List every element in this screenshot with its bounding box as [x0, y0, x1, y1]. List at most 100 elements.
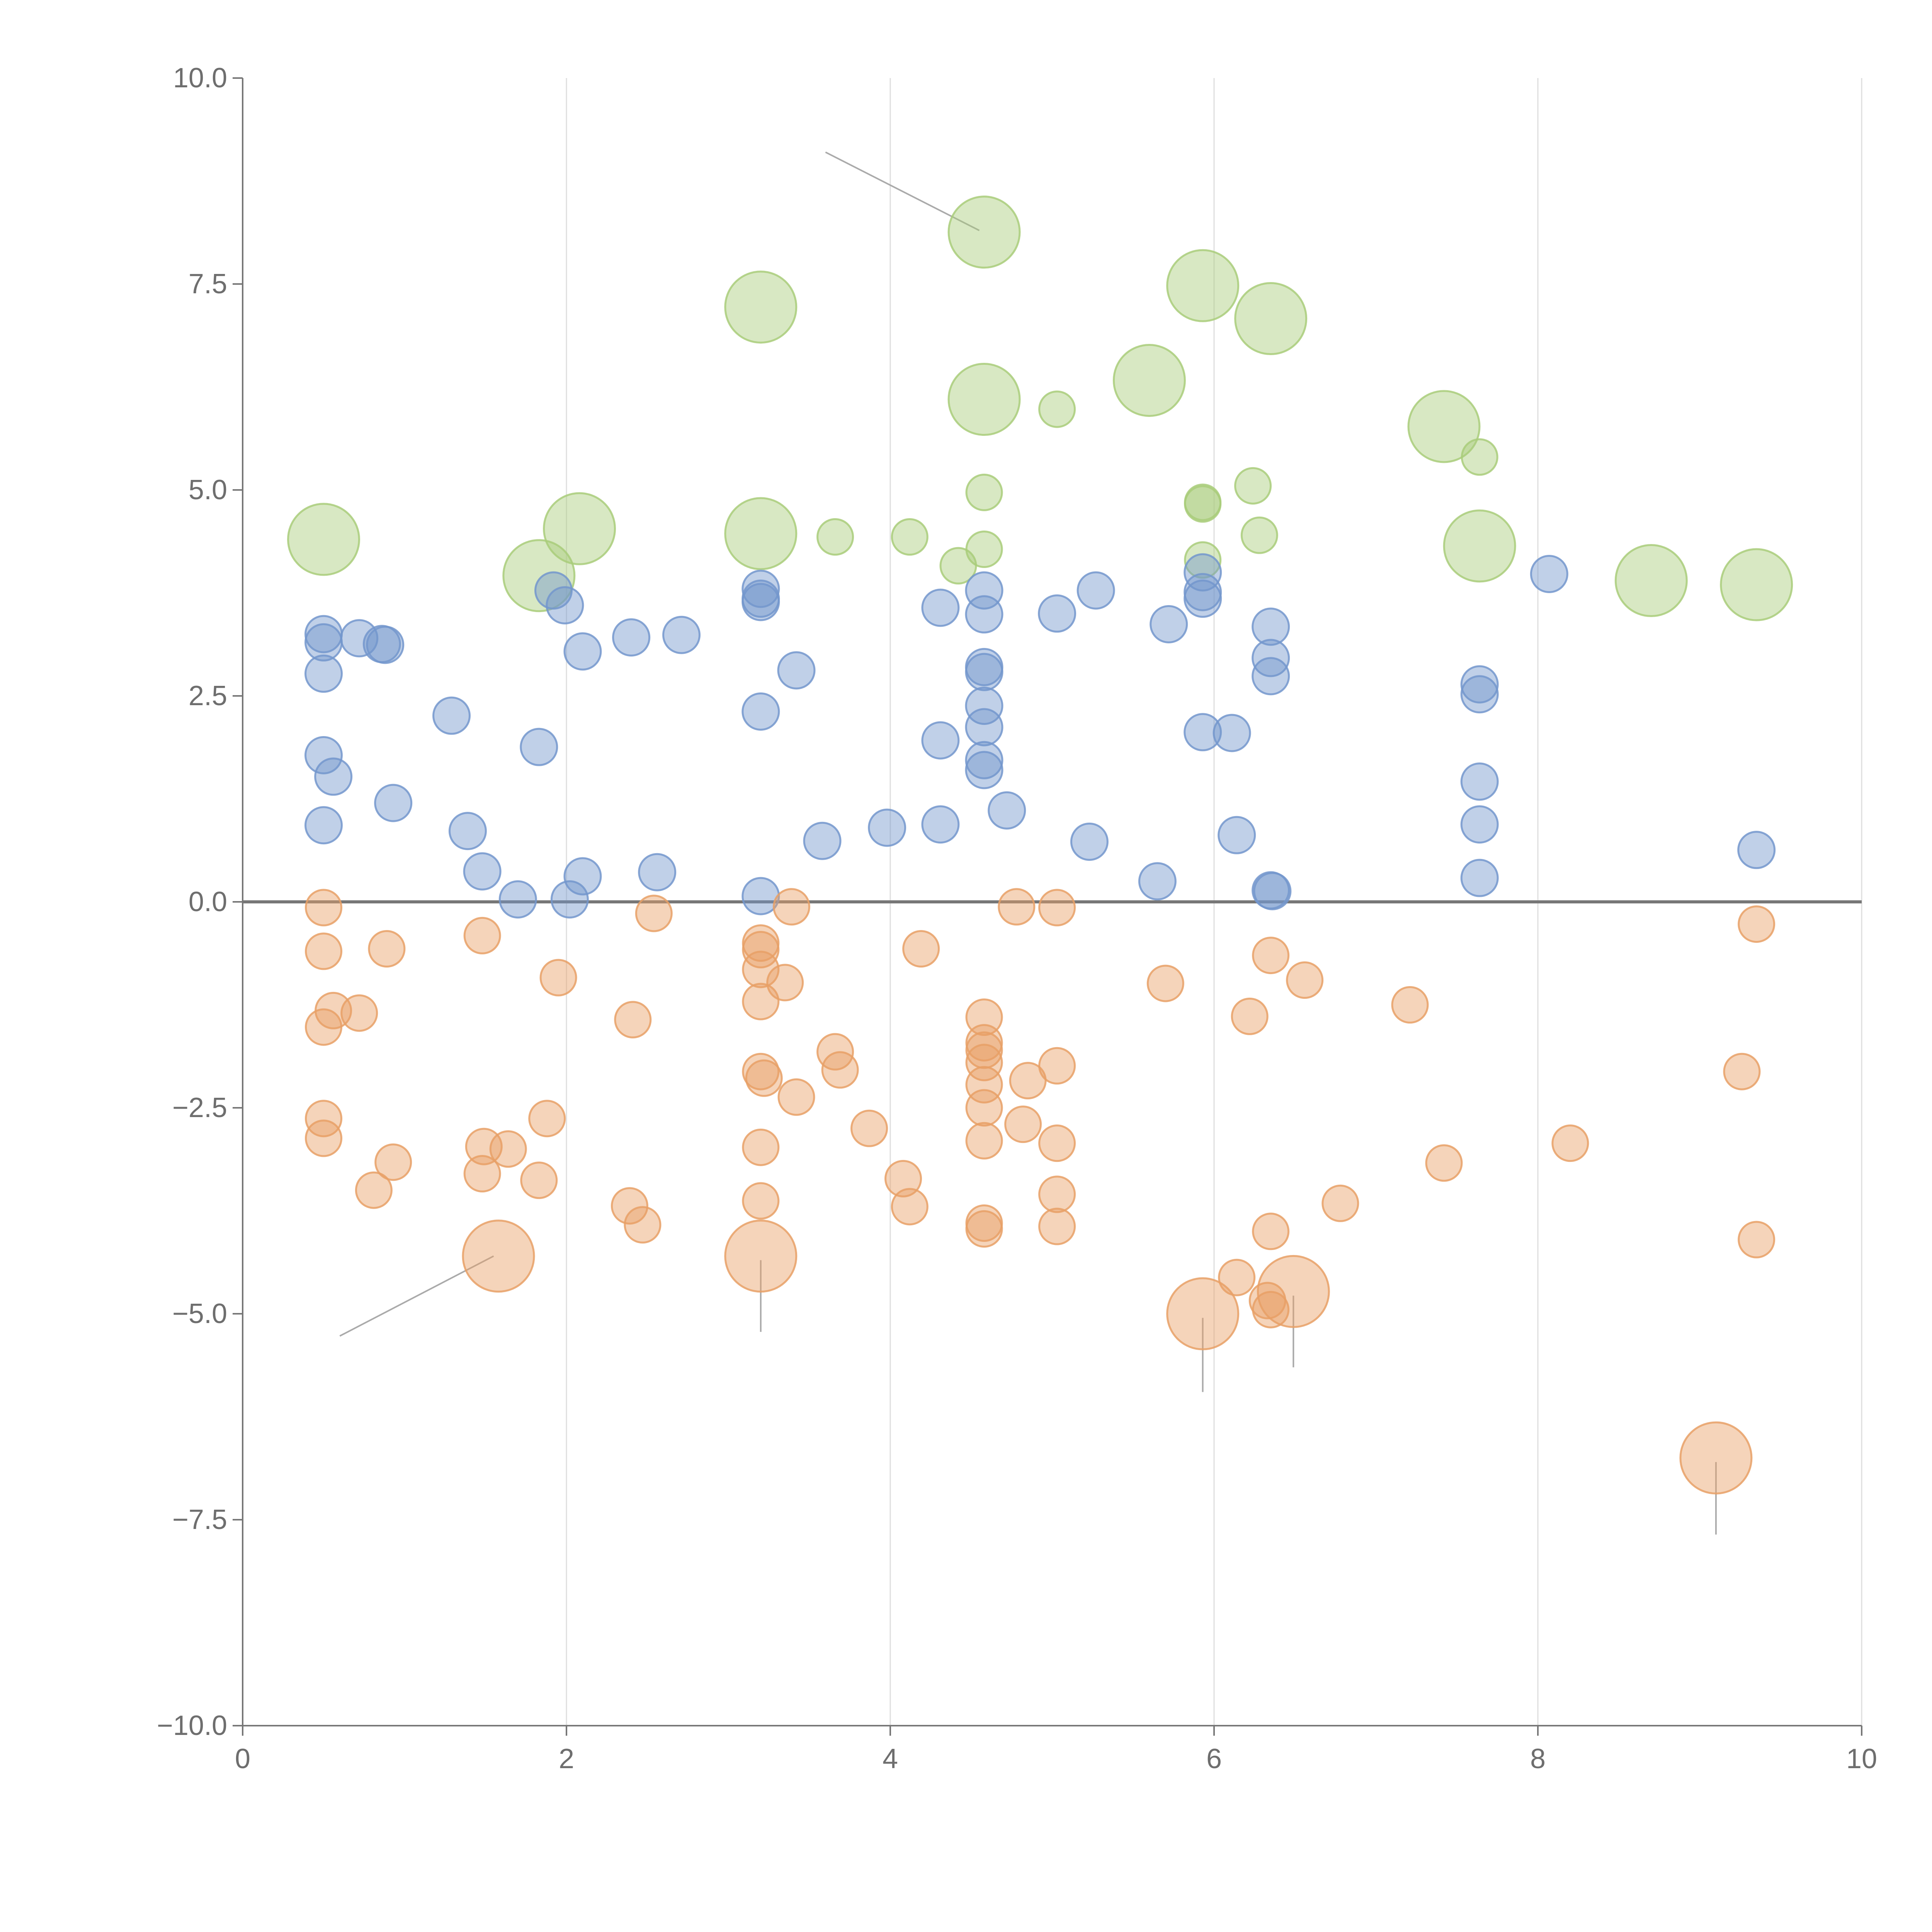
orange-bubble[interactable]	[742, 931, 780, 969]
blue-bubble[interactable]	[448, 812, 487, 850]
green-bubble[interactable]	[1461, 438, 1498, 476]
green-bubble[interactable]	[816, 518, 854, 556]
orange-bubble[interactable]	[520, 1162, 558, 1199]
orange-bubble[interactable]	[1551, 1124, 1589, 1162]
green-bubble[interactable]	[1184, 485, 1222, 523]
orange-bubble[interactable]	[965, 998, 1003, 1036]
green-bubble[interactable]	[502, 539, 576, 612]
orange-bubble[interactable]	[305, 932, 342, 970]
blue-bubble[interactable]	[432, 696, 471, 735]
green-bubble[interactable]	[1234, 467, 1272, 505]
blue-bubble[interactable]	[965, 653, 1003, 691]
green-bubble[interactable]	[1614, 544, 1688, 617]
orange-bubble[interactable]	[374, 1143, 412, 1181]
blue-bubble[interactable]	[304, 806, 343, 845]
green-bubble[interactable]	[1720, 548, 1793, 621]
orange-bubble[interactable]	[1679, 1421, 1753, 1495]
blue-bubble[interactable]	[1184, 713, 1222, 752]
green-bubble[interactable]	[947, 362, 1021, 436]
orange-bubble[interactable]	[1218, 1259, 1256, 1296]
orange-bubble[interactable]	[1166, 1277, 1240, 1350]
green-bubble[interactable]	[947, 196, 1021, 269]
orange-bubble[interactable]	[368, 930, 406, 968]
blue-bubble[interactable]	[1460, 859, 1499, 897]
blue-bubble[interactable]	[563, 857, 602, 896]
green-bubble[interactable]	[543, 492, 616, 565]
green-bubble[interactable]	[1112, 344, 1186, 417]
green-bubble[interactable]	[1184, 541, 1222, 579]
blue-bubble[interactable]	[563, 632, 602, 671]
blue-bubble[interactable]	[612, 618, 651, 657]
orange-bubble[interactable]	[850, 1109, 888, 1147]
blue-bubble[interactable]	[1252, 607, 1290, 646]
orange-bubble[interactable]	[965, 1089, 1003, 1127]
blue-bubble[interactable]	[1460, 805, 1499, 844]
orange-bubble[interactable]	[305, 1008, 342, 1046]
orange-bubble[interactable]	[742, 1182, 780, 1220]
blue-bubble[interactable]	[1213, 714, 1251, 752]
green-bubble[interactable]	[965, 473, 1003, 511]
blue-bubble[interactable]	[921, 721, 960, 760]
blue-bubble[interactable]	[1184, 579, 1222, 618]
green-bubble[interactable]	[1166, 249, 1240, 322]
blue-bubble[interactable]	[1070, 822, 1109, 861]
orange-bubble[interactable]	[965, 1122, 1003, 1160]
orange-bubble[interactable]	[462, 1219, 535, 1293]
orange-bubble[interactable]	[465, 1128, 503, 1165]
green-bubble[interactable]	[1407, 390, 1481, 463]
green-bubble[interactable]	[965, 531, 1003, 568]
blue-bubble[interactable]	[965, 751, 1003, 789]
blue-bubble[interactable]	[742, 583, 780, 621]
orange-bubble[interactable]	[340, 994, 378, 1032]
orange-bubble[interactable]	[539, 959, 577, 997]
orange-bubble[interactable]	[463, 917, 501, 954]
green-bubble[interactable]	[1234, 282, 1308, 355]
orange-bubble[interactable]	[1038, 889, 1076, 927]
green-bubble[interactable]	[1038, 390, 1076, 428]
blue-bubble[interactable]	[374, 784, 413, 822]
orange-bubble[interactable]	[965, 1210, 1003, 1248]
orange-bubble[interactable]	[742, 1053, 780, 1090]
blue-bubble[interactable]	[1460, 675, 1499, 714]
orange-bubble[interactable]	[742, 1128, 780, 1166]
blue-bubble[interactable]	[304, 736, 343, 775]
orange-bubble[interactable]	[305, 1119, 342, 1157]
blue-bubble[interactable]	[314, 757, 353, 796]
blue-bubble[interactable]	[777, 651, 816, 690]
green-bubble[interactable]	[287, 503, 360, 576]
orange-bubble[interactable]	[305, 889, 342, 927]
blue-bubble[interactable]	[1218, 816, 1256, 854]
green-bubble[interactable]	[724, 270, 798, 344]
orange-bubble[interactable]	[1038, 1047, 1076, 1085]
blue-bubble[interactable]	[1460, 665, 1499, 704]
blue-bubble[interactable]	[662, 616, 701, 654]
orange-bubble[interactable]	[998, 888, 1036, 926]
orange-bubble[interactable]	[489, 1130, 527, 1168]
blue-bubble[interactable]	[965, 708, 1003, 747]
orange-bubble[interactable]	[1321, 1184, 1359, 1222]
blue-bubble[interactable]	[366, 626, 405, 664]
orange-bubble[interactable]	[821, 1051, 859, 1089]
orange-bubble[interactable]	[884, 1160, 922, 1197]
blue-bubble[interactable]	[742, 692, 780, 731]
blue-bubble[interactable]	[1252, 657, 1290, 696]
orange-bubble[interactable]	[816, 1033, 854, 1071]
green-bubble[interactable]	[891, 518, 929, 556]
orange-bubble[interactable]	[1425, 1144, 1463, 1182]
orange-bubble[interactable]	[766, 964, 804, 1002]
blue-bubble[interactable]	[1253, 872, 1292, 910]
blue-bubble[interactable]	[1150, 605, 1188, 644]
blue-bubble[interactable]	[803, 821, 842, 860]
orange-bubble[interactable]	[1286, 961, 1324, 999]
blue-bubble[interactable]	[742, 877, 780, 915]
blue-bubble[interactable]	[1138, 862, 1177, 901]
blue-bubble[interactable]	[340, 619, 379, 658]
orange-bubble[interactable]	[624, 1206, 662, 1244]
orange-bubble[interactable]	[1038, 1208, 1076, 1245]
orange-bubble[interactable]	[1146, 964, 1184, 1002]
orange-bubble[interactable]	[1038, 1124, 1076, 1162]
blue-bubble[interactable]	[638, 853, 677, 891]
orange-bubble[interactable]	[1257, 1255, 1330, 1328]
orange-bubble[interactable]	[355, 1171, 393, 1209]
orange-bubble[interactable]	[902, 930, 940, 968]
